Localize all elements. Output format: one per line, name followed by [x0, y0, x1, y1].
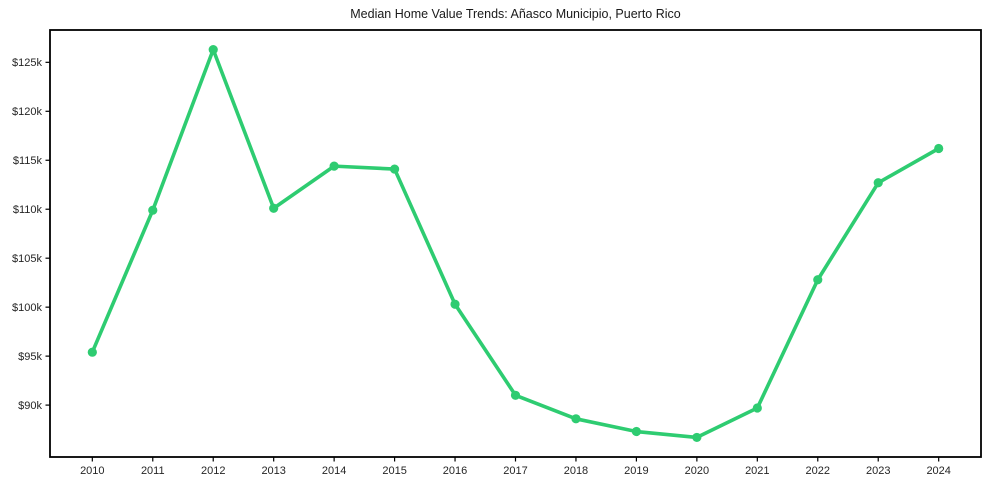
x-axis-tick-label: 2014 [322, 465, 346, 477]
x-axis-tick-label: 2017 [503, 465, 527, 477]
trend-line [90, 47, 941, 440]
x-axis-tick-label: 2016 [443, 465, 467, 477]
data-point-marker [692, 432, 702, 443]
x-axis-tick-label: 2015 [382, 465, 406, 477]
y-axis-tick-label: $105k [12, 253, 42, 265]
x-axis-tick-label: 2018 [564, 465, 588, 477]
data-point-marker [631, 426, 642, 437]
data-point-marker [752, 403, 762, 413]
x-axis-tick-label: 2021 [745, 465, 769, 477]
data-point-marker [269, 203, 279, 213]
data-point-marker [329, 161, 339, 171]
data-point-marker [148, 205, 158, 215]
data-point-marker [208, 44, 218, 55]
data-point-marker [450, 299, 460, 309]
chart-title: Median Home Value Trends: Añasco Municip… [350, 7, 681, 21]
y-axis-tick-label: $95k [18, 351, 42, 363]
x-axis-tick-label: 2019 [624, 465, 648, 477]
y-axis-tick-label: $115k [13, 155, 43, 167]
x-axis-tick-label: 2023 [866, 465, 890, 477]
data-point-marker [934, 143, 944, 154]
x-axis-tick-label: 2010 [80, 465, 104, 477]
data-point-marker [510, 390, 521, 400]
y-axis-tick-label: $125k [12, 57, 42, 69]
data-point-marker [389, 164, 400, 174]
data-point-marker [813, 275, 823, 285]
y-axis-tick-label: $100k [12, 302, 42, 314]
data-point-marker [873, 178, 883, 188]
y-axis-tick-label: $110k [13, 204, 43, 216]
data-point-marker [571, 414, 581, 424]
y-axis-tick-label: $90k [18, 400, 42, 412]
y-axis-tick-label: $120k [12, 106, 42, 118]
x-axis-tick-label: 2011 [141, 465, 165, 477]
x-axis-tick-label: 2020 [685, 465, 709, 477]
data-point-marker [87, 347, 97, 357]
x-axis-tick-label: 2013 [261, 465, 285, 477]
x-axis-tick-label: 2024 [926, 465, 950, 477]
x-axis-tick-label: 2012 [201, 465, 225, 477]
x-axis-tick-label: 2022 [806, 465, 830, 477]
